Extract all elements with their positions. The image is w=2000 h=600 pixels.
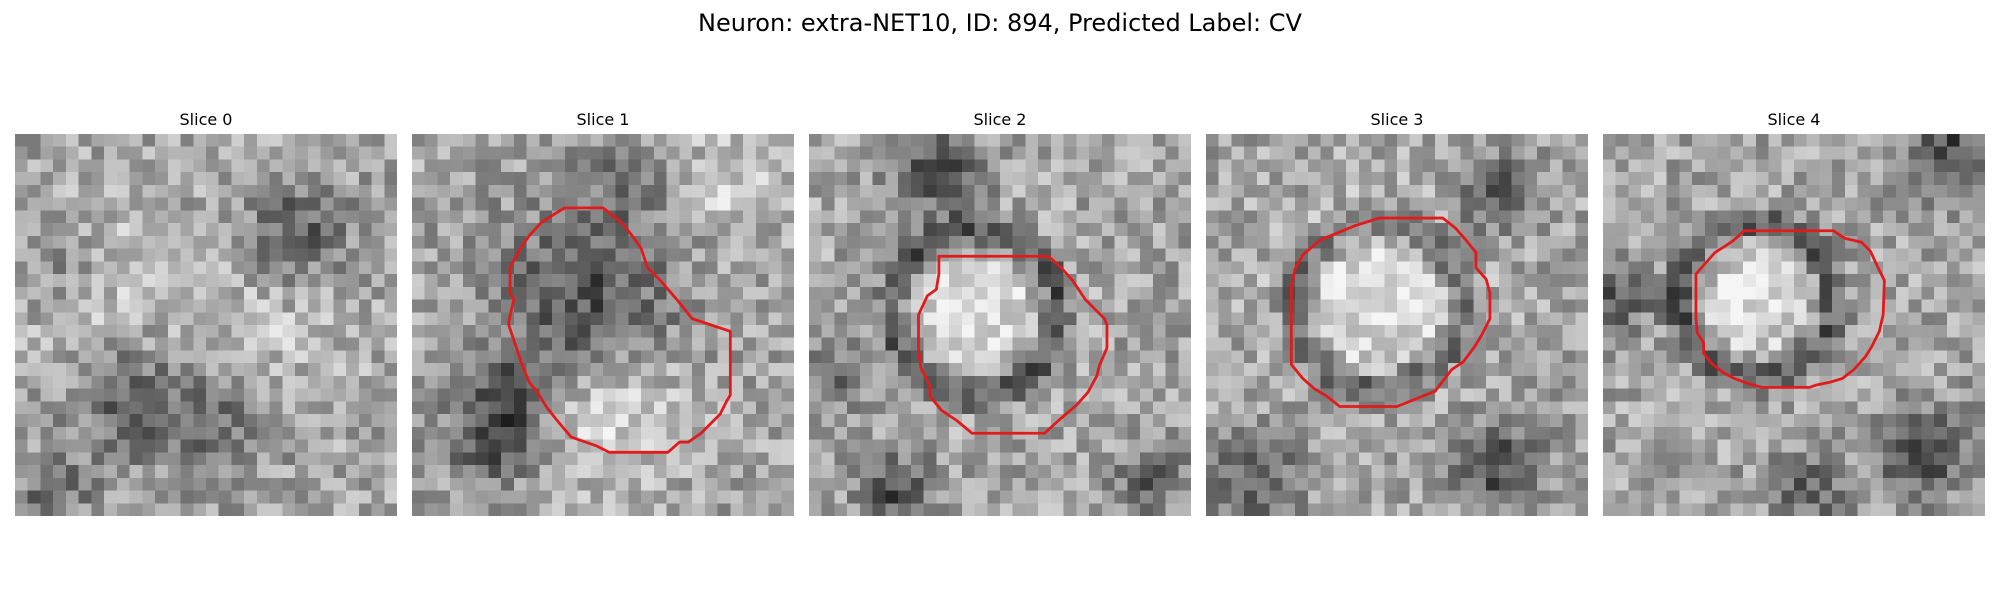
- slice-image: [15, 134, 397, 516]
- segmentation-contour: [507, 206, 732, 454]
- segmentation-contour: [1694, 229, 1886, 389]
- slice-image: [809, 134, 1191, 516]
- slice-title: Slice 4: [1767, 110, 1821, 129]
- slice-title: Slice 0: [179, 110, 233, 129]
- slice-title: Slice 1: [576, 110, 630, 129]
- slice-image: [1206, 134, 1588, 516]
- slice-title: Slice 3: [1370, 110, 1424, 129]
- segmentation-contour: [917, 254, 1109, 435]
- slice-image: [1603, 134, 1985, 516]
- figure-title: Neuron: extra-NET10, ID: 894, Predicted …: [698, 9, 1302, 37]
- slice-image: [412, 134, 794, 516]
- slice-title: Slice 2: [973, 110, 1027, 129]
- segmentation-contour: [1289, 216, 1492, 408]
